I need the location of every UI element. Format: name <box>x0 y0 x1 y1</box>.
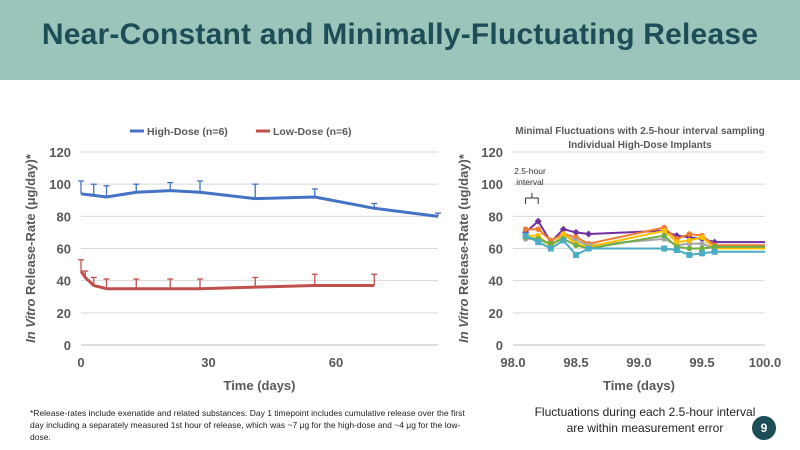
chart2-ytick-label: 80 <box>489 209 503 224</box>
data-point <box>699 240 705 247</box>
chart2-subtitle: Individual High-Dose Implants <box>568 140 712 151</box>
data-point <box>522 232 529 239</box>
data-point <box>585 245 592 252</box>
chart2-xtick-label: 99.5 <box>689 355 714 370</box>
data-point <box>699 245 705 252</box>
data-point <box>560 237 567 244</box>
data-point <box>548 240 554 247</box>
interval-annotation-line-2: interval <box>516 177 544 187</box>
data-point <box>547 245 554 252</box>
data-point <box>661 245 668 252</box>
data-point <box>673 247 680 254</box>
chart1-y-axis-title: In Vitro Release-Rate (μg/day)* <box>23 153 38 343</box>
data-point <box>573 251 579 258</box>
chart2-ytick-label: 20 <box>489 306 503 321</box>
data-point <box>711 244 718 250</box>
interval-bracket <box>525 193 539 204</box>
data-point <box>573 242 579 249</box>
chart2-y-axis-title: In Vitro Release-Rate (ug/day)* <box>456 153 471 343</box>
data-point <box>686 251 693 258</box>
chart2-xtick-label: 98.0 <box>500 355 525 370</box>
implant-series-2 <box>522 224 765 249</box>
data-point <box>686 231 693 237</box>
data-point <box>699 250 705 257</box>
chart2-xtick-label: 98.5 <box>563 355 588 370</box>
series-1 <box>78 180 441 218</box>
legend-label-1: High-Dose (n=6) <box>147 126 228 138</box>
data-point <box>661 232 667 239</box>
series-2 <box>78 259 378 291</box>
footnote-line-1: *Release-rates include exenatide and rel… <box>30 408 465 418</box>
legend-label-2: Low-Dose (n=6) <box>273 126 351 138</box>
data-point <box>534 217 542 225</box>
chart1-x-axis-title: Time (days) <box>223 378 295 393</box>
implant-series-6 <box>522 232 765 258</box>
data-point <box>572 228 580 236</box>
data-point <box>535 239 542 246</box>
data-point <box>559 225 567 233</box>
footnote: *Release-rates include exenatide and rel… <box>30 407 470 443</box>
chart2-xtick-label: 100.0 <box>749 355 782 370</box>
chart1-ytick-label: 100 <box>49 177 71 192</box>
chart2-ytick-label: 0 <box>496 338 503 353</box>
chart2-ytick-label: 40 <box>489 274 503 289</box>
footnote-line-2: day including a separately measured 1st … <box>30 420 461 442</box>
chart2-ytick-label: 120 <box>481 145 503 160</box>
slide-title: Near-Constant and Minimally-Fluctuating … <box>41 18 759 51</box>
chart2-x-axis-title: Time (days) <box>603 378 675 393</box>
data-point <box>661 228 667 234</box>
series-line-1 <box>80 189 439 218</box>
chart1-xtick-label: 30 <box>201 355 215 370</box>
data-point <box>560 231 567 237</box>
series-line-2 <box>79 270 375 291</box>
fluctuation-note: Fluctuations during each 2.5-hour interv… <box>525 404 765 436</box>
data-point <box>686 245 693 252</box>
chart2-ytick-label: 60 <box>489 242 503 257</box>
data-point <box>585 230 593 238</box>
chart2-title: Minimal Fluctuations with 2.5-hour inter… <box>515 126 764 137</box>
page-number-badge: 9 <box>752 416 776 440</box>
data-point <box>522 226 529 232</box>
chart1-xtick-label: 0 <box>77 355 84 370</box>
data-point <box>535 226 541 232</box>
chart1-ytick-label: 120 <box>49 145 71 160</box>
chart1-ytick-label: 20 <box>57 306 71 321</box>
chart2-ytick-label: 100 <box>481 177 503 192</box>
header-banner <box>0 0 800 80</box>
data-point <box>711 248 718 255</box>
chart1-xtick-label: 60 <box>329 355 343 370</box>
data-point <box>674 239 680 245</box>
fluctuation-note-line-2: are within measurement error <box>566 421 724 435</box>
data-point <box>699 234 705 241</box>
chart2-xtick-label: 99.0 <box>626 355 651 370</box>
fluctuation-note-line-1: Fluctuations during each 2.5-hour interv… <box>534 405 756 419</box>
chart1-ytick-label: 60 <box>57 242 71 257</box>
interval-annotation-line-1: 2.5-hour <box>514 166 546 176</box>
chart1-ytick-label: 40 <box>57 274 71 289</box>
chart1-ytick-label: 0 <box>64 338 71 353</box>
data-point <box>686 237 693 244</box>
chart1-ytick-label: 80 <box>57 209 71 224</box>
